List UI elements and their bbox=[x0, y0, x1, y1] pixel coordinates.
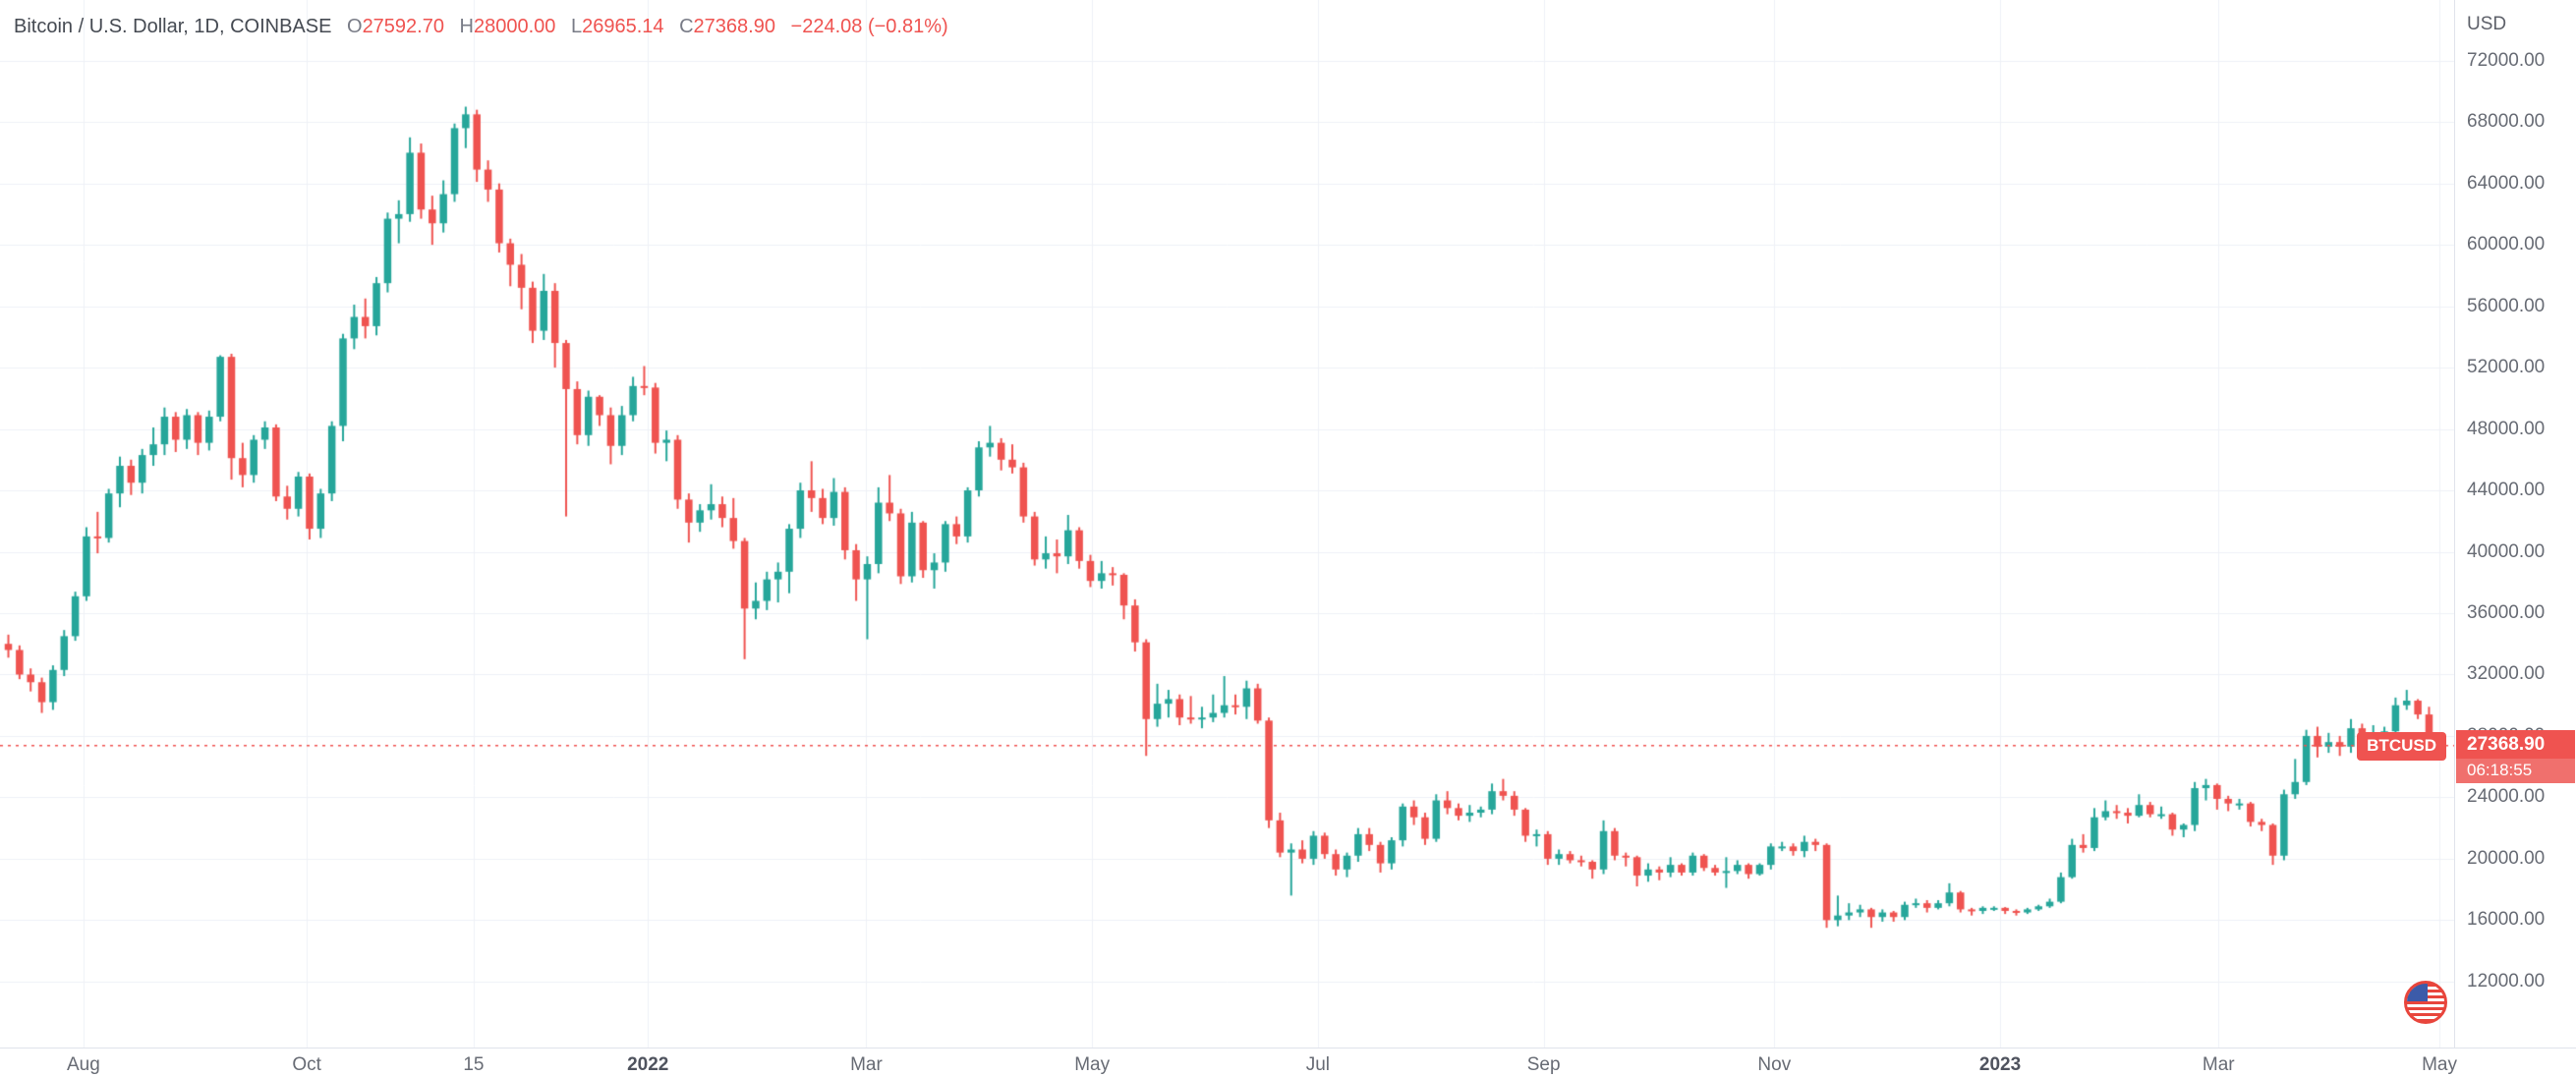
time-tick-label: 2023 bbox=[1978, 1054, 2022, 1075]
time-tick-label: May bbox=[2422, 1054, 2457, 1075]
time-tick-label: Sep bbox=[1526, 1054, 1561, 1075]
open-value: 27592.70 bbox=[362, 16, 444, 37]
price-tick-label: 48000.00 bbox=[2467, 418, 2546, 439]
bar-close-countdown: 06:18:55 bbox=[2456, 758, 2575, 783]
chart-legend: Bitcoin / U.S. Dollar, 1D, COINBASE O275… bbox=[14, 16, 948, 38]
price-tick-label: 44000.00 bbox=[2467, 480, 2546, 501]
price-tick-label: 60000.00 bbox=[2467, 234, 2546, 255]
change-value: −224.08 (−0.81%) bbox=[790, 16, 948, 37]
time-tick-label: Jul bbox=[1305, 1054, 1331, 1075]
price-tick-label: 16000.00 bbox=[2467, 909, 2546, 931]
low-value: 26965.14 bbox=[582, 16, 664, 37]
current-price-tag: 27368.90 06:18:55 bbox=[2456, 729, 2575, 783]
price-tick-label: 52000.00 bbox=[2467, 357, 2546, 378]
time-tick-label: 2022 bbox=[627, 1054, 669, 1075]
time-axis[interactable]: Aug Oct 15 2022 Mar May Jul Sep Nov 2023 Mar May bbox=[0, 1048, 2576, 1077]
time-tick-label: Oct bbox=[292, 1054, 321, 1075]
price-tick-label: 32000.00 bbox=[2467, 663, 2546, 685]
price-tick-label: 12000.00 bbox=[2467, 970, 2546, 992]
price-tick-label: 72000.00 bbox=[2467, 49, 2546, 71]
price-axis[interactable]: USD 72000.00 68000.00 64000.00 60000.00 5600… bbox=[2454, 0, 2576, 1077]
price-tick-label: 36000.00 bbox=[2467, 601, 2546, 623]
price-tick-label: 64000.00 bbox=[2467, 172, 2546, 194]
price-tick-label: 56000.00 bbox=[2467, 295, 2546, 316]
candlestick-chart[interactable] bbox=[0, 0, 2454, 1048]
price-tick-label: 20000.00 bbox=[2467, 847, 2546, 869]
price-tick-label: 40000.00 bbox=[2467, 540, 2546, 562]
high-value: 28000.00 bbox=[474, 16, 556, 37]
time-tick-label: May bbox=[1074, 1054, 1111, 1075]
close-label: C bbox=[679, 16, 694, 37]
plot-area[interactable]: Bitcoin / U.S. Dollar, 1D, COINBASE O275… bbox=[0, 0, 2454, 1048]
symbol-price-pill[interactable]: BTCUSD bbox=[2357, 731, 2446, 761]
high-label: H bbox=[459, 16, 474, 37]
current-price-value: 27368.90 bbox=[2456, 729, 2575, 759]
time-tick-label: Mar bbox=[850, 1054, 883, 1075]
us-flag-event-icon[interactable] bbox=[2404, 981, 2447, 1024]
open-label: O bbox=[347, 16, 363, 37]
time-tick-label: Mar bbox=[2202, 1054, 2235, 1075]
time-tick-label: Nov bbox=[1757, 1054, 1792, 1075]
price-axis-currency-label: USD bbox=[2467, 14, 2507, 34]
price-tick-label: 68000.00 bbox=[2467, 111, 2546, 133]
close-value: 27368.90 bbox=[693, 16, 775, 37]
price-tick-label: 24000.00 bbox=[2467, 786, 2546, 808]
symbol-title[interactable]: Bitcoin / U.S. Dollar, 1D, COINBASE bbox=[14, 16, 332, 37]
low-label: L bbox=[570, 16, 583, 37]
time-tick-label: Aug bbox=[66, 1054, 100, 1075]
time-tick-label: 15 bbox=[463, 1054, 485, 1075]
